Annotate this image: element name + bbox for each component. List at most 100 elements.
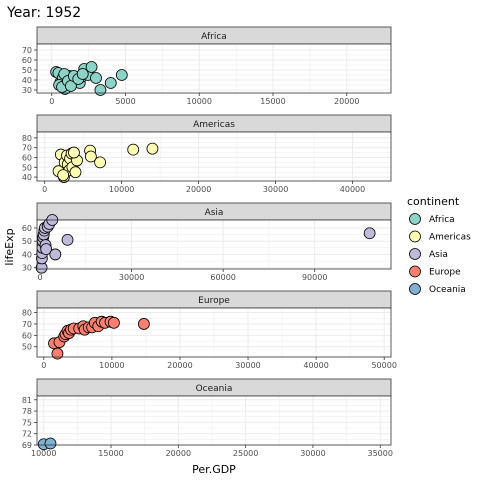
- data-point-americas: [84, 150, 97, 163]
- x-tick-label: 10000: [99, 361, 124, 370]
- y-tick-label: 50: [22, 237, 32, 246]
- data-point-americas: [94, 156, 107, 169]
- y-tick-label: 75: [22, 418, 32, 427]
- legend-label-europe: Europe: [429, 268, 461, 278]
- data-point-africa: [115, 69, 128, 81]
- x-tick-label: 0: [41, 361, 46, 370]
- plot-background: [37, 396, 391, 445]
- y-tick-label: 80: [22, 134, 32, 143]
- x-tick-label: 30000: [300, 449, 325, 458]
- legend-label-oceania: Oceania: [429, 285, 466, 295]
- data-point-americas: [146, 142, 159, 155]
- facet-strip-label: Africa: [201, 32, 227, 42]
- x-tick-label: 0: [42, 185, 47, 194]
- x-tick-label: 30000: [263, 185, 288, 194]
- facet-strip-label: Americas: [193, 120, 235, 130]
- y-tick-label: 40: [22, 76, 32, 85]
- x-tick-label: 10000: [109, 185, 134, 194]
- x-tick-label: 15000: [260, 97, 285, 106]
- panel-border: [36, 131, 392, 182]
- y-tick-label: 69: [22, 441, 32, 450]
- x-tick-label: 20000: [167, 361, 192, 370]
- x-tick-label: 30000: [119, 273, 144, 282]
- panel-border: [36, 307, 392, 358]
- facet-strip-label: Europe: [198, 296, 230, 306]
- x-tick-label: 40000: [303, 361, 328, 370]
- x-tick-label: 0: [49, 97, 54, 106]
- x-tick-label: 5000: [115, 97, 135, 106]
- data-point-africa: [76, 68, 89, 80]
- y-tick-label: 50: [22, 163, 32, 172]
- y-tick-label: 70: [22, 144, 32, 153]
- y-tick-label: 80: [22, 309, 32, 318]
- y-tick-label: 70: [22, 320, 32, 329]
- data-point-americas: [68, 146, 80, 159]
- data-point-asia: [363, 227, 376, 240]
- data-point-americas: [69, 166, 82, 179]
- y-tick-label: 60: [22, 331, 32, 340]
- legend-label-americas: Americas: [429, 233, 471, 243]
- panel-border: [36, 219, 392, 270]
- data-point-europe: [108, 316, 120, 329]
- data-point-africa: [94, 84, 107, 96]
- data-point-americas: [127, 143, 140, 156]
- facet-strip-label: Asia: [205, 208, 224, 218]
- y-tick-label: 60: [22, 224, 32, 233]
- legend-label-africa: Africa: [429, 215, 455, 225]
- x-tick-label: 0: [38, 273, 43, 282]
- facet-panel-oceania: Oceania 10000 15000 20000 25000 30000 35000 69 7…: [22, 378, 393, 458]
- data-point-oceania: [44, 437, 57, 450]
- y-axis-title: lifeExp: [3, 228, 16, 265]
- data-point-africa: [104, 77, 117, 89]
- x-tick-label: 35000: [368, 449, 393, 458]
- data-point-europe: [51, 347, 64, 360]
- y-tick-label: 72: [22, 430, 32, 439]
- facet-strip-label: Oceania: [196, 384, 233, 394]
- legend-key-asia: [409, 248, 421, 260]
- x-tick-label: 10000: [187, 97, 212, 106]
- data-point-asia: [61, 233, 74, 246]
- y-tick-label: 78: [22, 407, 32, 416]
- data-point-asia: [40, 243, 53, 256]
- legend-key-europe: [409, 265, 421, 278]
- panel-border: [36, 43, 392, 94]
- x-tick-label: 20000: [166, 449, 191, 458]
- plot-background: [37, 220, 391, 269]
- y-tick-label: 81: [22, 396, 32, 405]
- data-point-africa: [90, 72, 102, 84]
- data-point-africa: [85, 61, 98, 73]
- x-tick-label: 50000: [371, 361, 396, 370]
- x-tick-label: 10000: [31, 449, 56, 458]
- x-tick-label: 15000: [98, 449, 123, 458]
- x-tick-label: 30000: [235, 361, 260, 370]
- y-tick-label: 70: [22, 46, 32, 55]
- x-tick-label: 60000: [210, 273, 235, 282]
- legend-key-oceania: [409, 283, 421, 295]
- legend-label-asia: Asia: [429, 250, 448, 260]
- y-tick-label: 40: [22, 173, 32, 182]
- y-tick-label: 30: [22, 86, 32, 95]
- data-point-asia: [49, 248, 62, 261]
- legend-key-africa: [409, 213, 421, 225]
- chart-title: Year: 1952: [6, 5, 81, 21]
- legend-title: continent: [407, 195, 460, 208]
- facet-panel-europe: Europe 0 10000 20000 30000 40000 50000 50 60 70 80: [22, 290, 397, 370]
- y-tick-label: 60: [22, 153, 32, 162]
- y-tick-label: 40: [22, 250, 32, 259]
- x-tick-label: 90000: [302, 273, 327, 282]
- x-tick-label: 25000: [233, 449, 258, 458]
- y-tick-label: 60: [22, 56, 32, 65]
- x-tick-label: 40000: [340, 185, 365, 194]
- legend: continent Africa Americas Asia Europe Oceani…: [407, 195, 471, 295]
- facet-panel-asia: Asia 0 30000 60000 90000 30 40 50 60: [22, 202, 392, 282]
- panel-border: [36, 395, 392, 446]
- y-tick-label: 50: [22, 343, 32, 352]
- x-axis-title: Per.GDP: [192, 463, 236, 476]
- legend-key-americas: [409, 230, 421, 243]
- x-tick-label: 20000: [334, 97, 359, 106]
- data-point-europe: [137, 318, 150, 330]
